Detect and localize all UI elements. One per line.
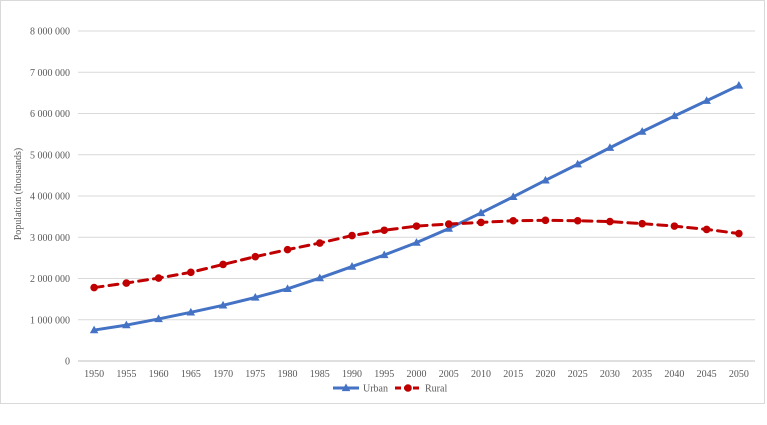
- legend-marker: [404, 384, 412, 392]
- x-tick-label: 2005: [439, 369, 459, 380]
- series-urban: [89, 80, 744, 334]
- series-group: [89, 80, 744, 334]
- data-point: [670, 222, 679, 230]
- data-point: [541, 216, 550, 225]
- x-tick-label: 1995: [374, 369, 394, 380]
- x-tick-label: 1955: [116, 369, 136, 380]
- data-point: [347, 262, 357, 270]
- y-tick-label: 3 000 000: [30, 233, 70, 244]
- x-tick-label: 1975: [245, 369, 265, 380]
- data-point: [508, 192, 518, 200]
- x-tick-label: 2050: [729, 369, 749, 380]
- x-tick-label: 2030: [600, 369, 620, 380]
- x-tick-label: 1950: [84, 369, 104, 380]
- y-axis-ticks: 0 1 000 000 2 000 000 3 000 000 4 000 000 5 0…: [30, 27, 70, 368]
- data-point: [670, 111, 679, 120]
- data-point: [315, 239, 324, 247]
- data-point: [154, 274, 163, 282]
- y-axis-label: Population (thousands): [13, 148, 24, 241]
- x-tick-label: 2045: [697, 369, 717, 380]
- chart-frame: 0 1 000 000 2 000 000 3 000 000 4 000 000 5 0…: [0, 0, 765, 404]
- x-tick-label: 2035: [632, 369, 652, 380]
- data-point: [637, 127, 647, 135]
- legend-marker: [341, 383, 351, 392]
- data-point: [219, 260, 227, 269]
- x-tick-label: 2010: [471, 369, 491, 380]
- data-point: [90, 283, 98, 292]
- y-tick-label: 4 000 000: [30, 192, 70, 203]
- data-point: [380, 226, 389, 235]
- data-point: [573, 216, 582, 225]
- data-point: [187, 268, 195, 277]
- x-axis-ticks: 1950 1955 1960 1965 1970 1975 1980 1985 1990 1995…: [84, 369, 749, 380]
- legend-label: Urban: [363, 384, 388, 395]
- x-tick-label: 1960: [149, 369, 169, 380]
- data-point: [735, 229, 743, 238]
- data-point: [734, 80, 744, 89]
- data-point: [315, 273, 325, 282]
- x-tick-label: 1985: [310, 369, 330, 380]
- legend-label: Rural: [425, 384, 447, 395]
- series-rural: [90, 216, 743, 292]
- x-tick-label: 2015: [503, 369, 523, 380]
- data-point: [412, 222, 421, 230]
- x-tick-label: 2040: [664, 369, 684, 380]
- data-point: [379, 250, 389, 259]
- data-point: [154, 314, 163, 323]
- x-tick-label: 2025: [568, 369, 588, 380]
- data-point: [606, 217, 614, 226]
- data-point: [122, 320, 131, 329]
- data-point: [251, 252, 260, 261]
- data-point: [476, 208, 486, 217]
- gridlines: [78, 30, 755, 362]
- data-point: [477, 218, 485, 227]
- series-line-rural: [92, 218, 741, 290]
- y-tick-label: 6 000 000: [30, 109, 70, 120]
- data-point: [89, 325, 99, 334]
- data-point: [605, 143, 615, 151]
- data-point: [348, 231, 356, 240]
- y-tick-label: 0: [65, 357, 70, 368]
- data-point: [444, 220, 453, 228]
- x-tick-label: 2020: [535, 369, 555, 380]
- data-point: [444, 224, 454, 232]
- x-tick-label: 1970: [213, 369, 233, 380]
- data-point: [541, 175, 550, 184]
- legend: Urban Rural: [333, 383, 447, 395]
- data-point: [573, 159, 582, 168]
- data-point: [283, 245, 292, 254]
- data-point: [186, 307, 196, 316]
- data-point: [251, 292, 260, 301]
- data-point: [509, 216, 518, 225]
- y-tick-label: 8 000 000: [30, 27, 70, 38]
- x-tick-label: 1980: [278, 369, 298, 380]
- data-point: [702, 225, 711, 234]
- series-line-urban: [92, 83, 741, 332]
- line-chart: 0 1 000 000 2 000 000 3 000 000 4 000 000 5 0…: [13, 27, 755, 395]
- y-tick-label: 5 000 000: [30, 150, 70, 161]
- x-tick-label: 1990: [342, 369, 362, 380]
- y-tick-label: 2 000 000: [30, 274, 70, 285]
- data-point: [122, 279, 131, 287]
- legend-item-rural: Rural: [395, 384, 447, 395]
- y-tick-label: 7 000 000: [30, 68, 70, 79]
- legend-item-urban: Urban: [333, 383, 388, 395]
- data-point: [412, 238, 421, 246]
- data-point: [283, 284, 292, 292]
- y-tick-label: 1 000 000: [30, 315, 70, 326]
- data-point: [702, 96, 711, 104]
- x-tick-label: 2000: [407, 369, 427, 380]
- x-tick-label: 1965: [181, 369, 201, 380]
- data-point: [638, 219, 646, 228]
- data-point: [218, 300, 228, 309]
